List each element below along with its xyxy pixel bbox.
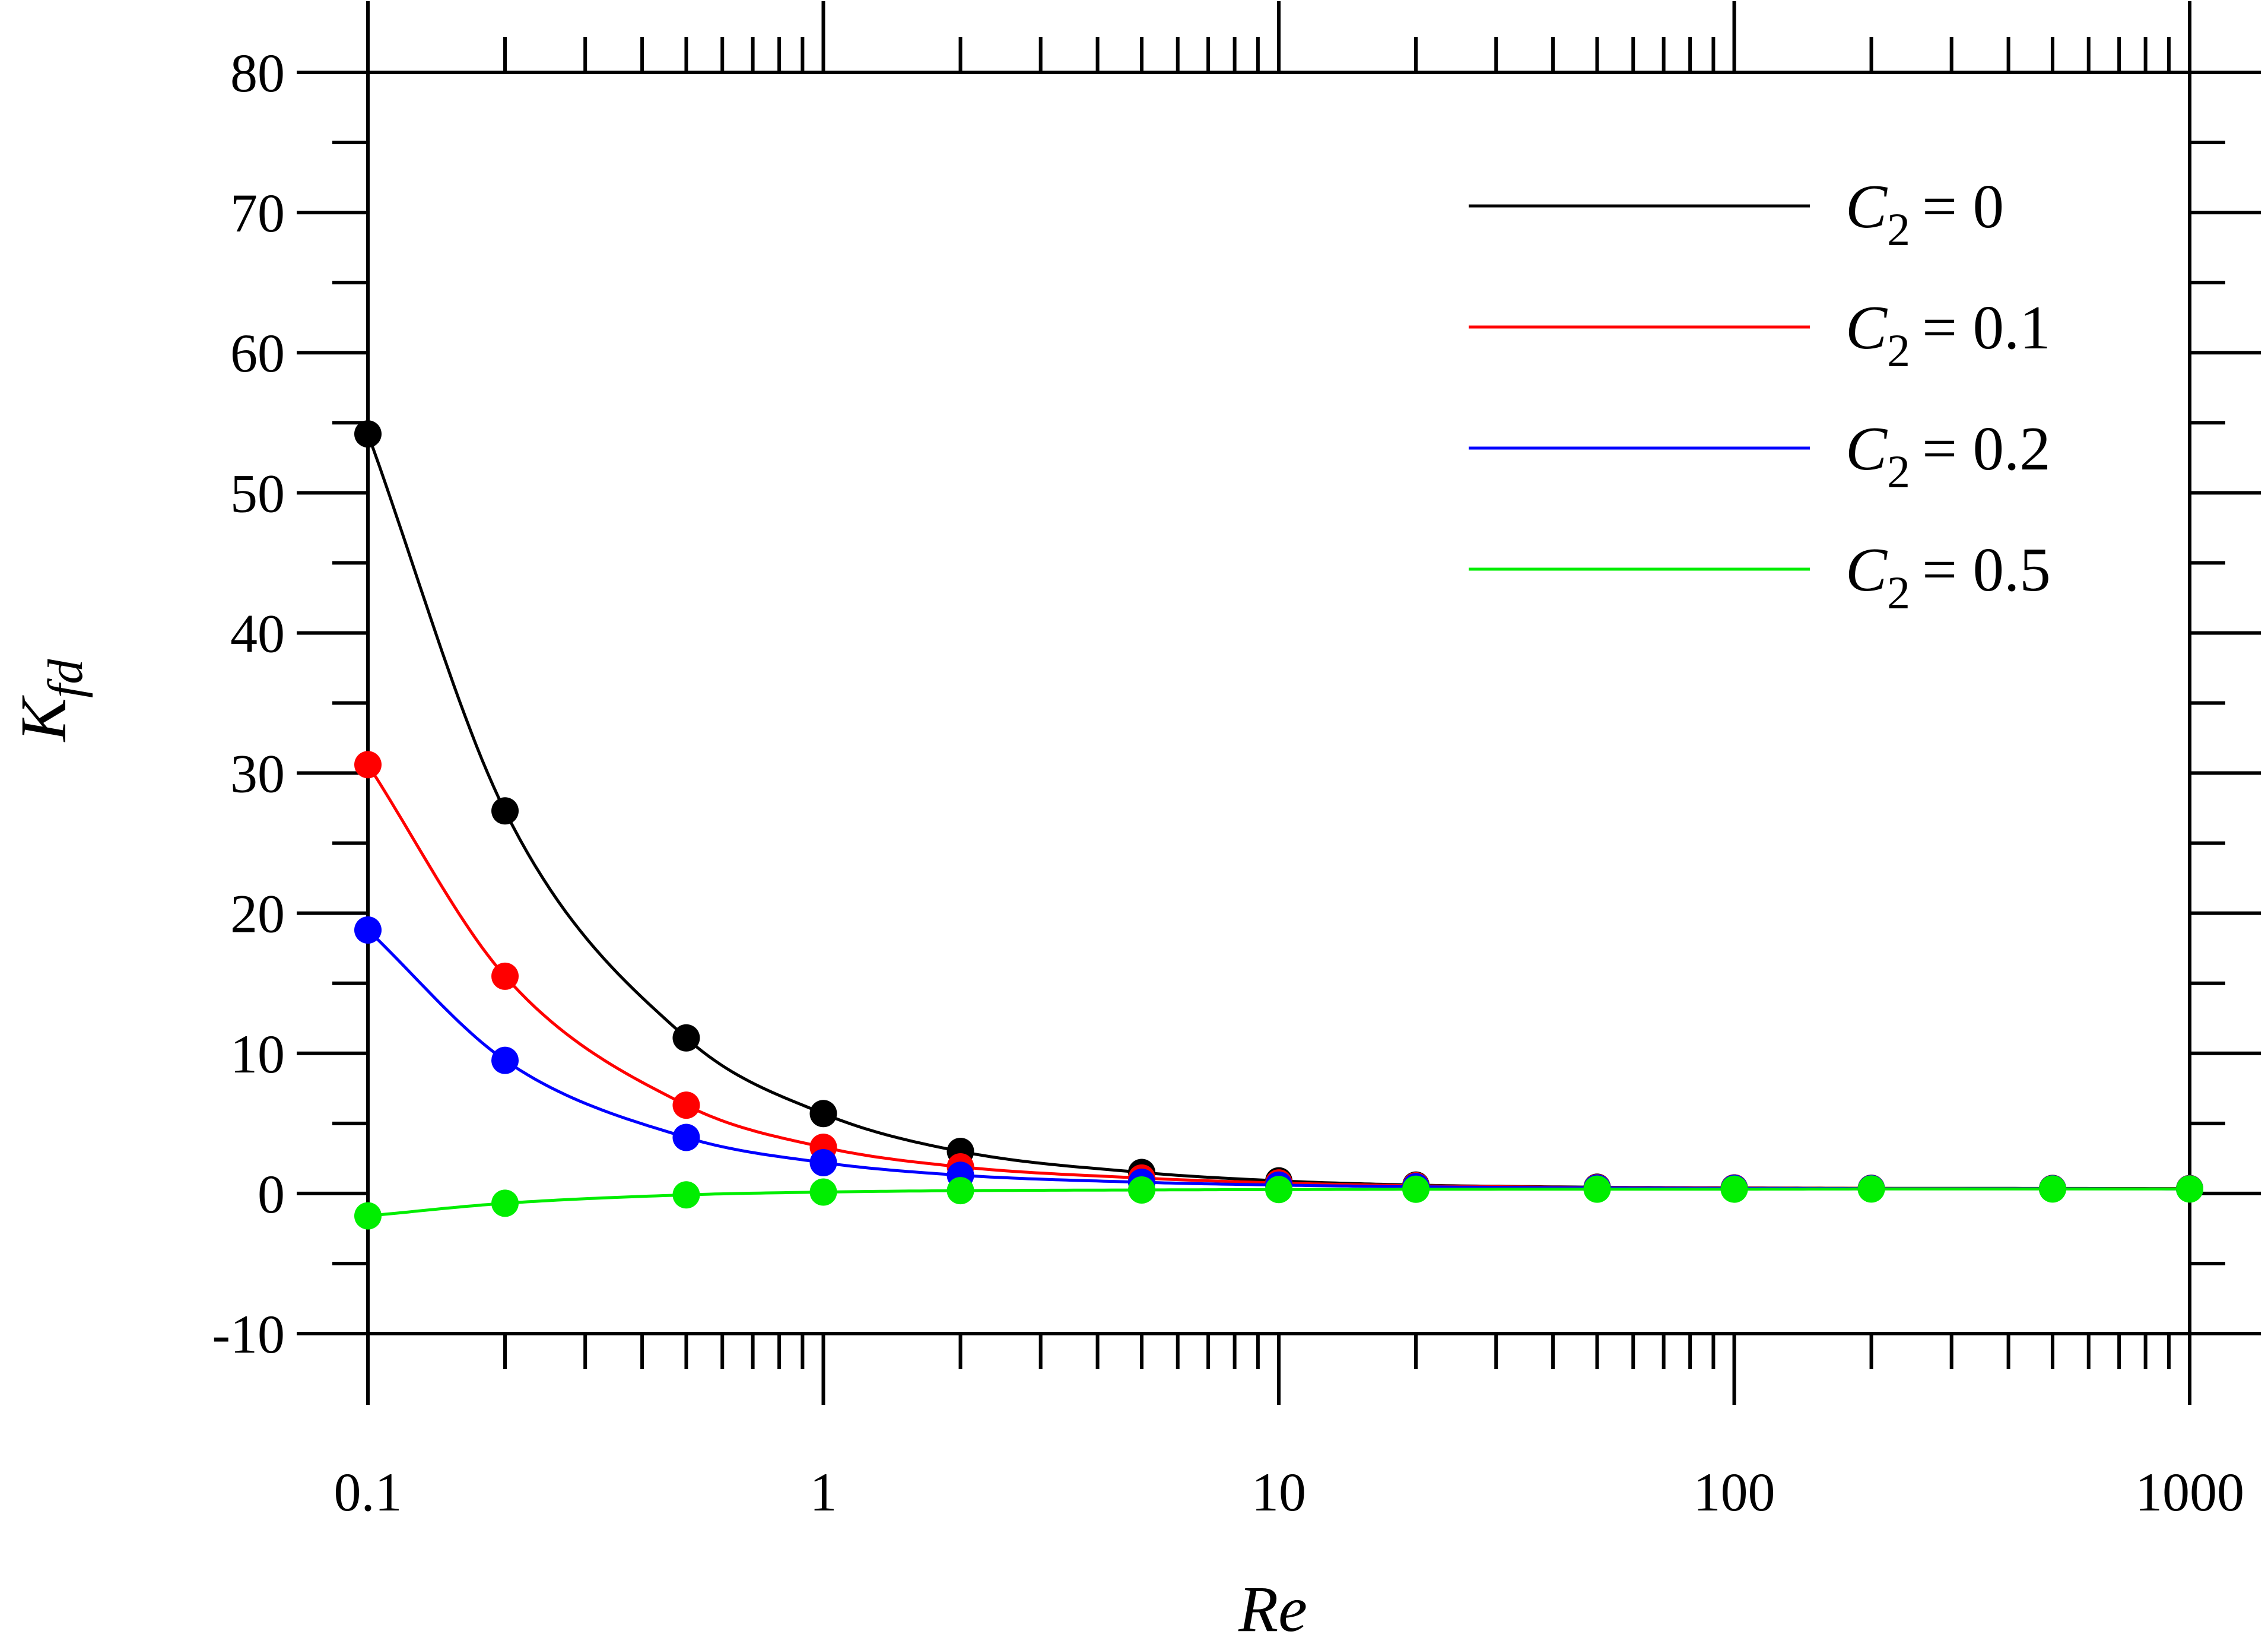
data-point-s3 <box>2038 1175 2066 1203</box>
y-axis-title: Kfd <box>7 659 93 743</box>
y-tick-label: -10 <box>212 1304 285 1364</box>
series-curves <box>366 433 2190 1218</box>
data-point-s3 <box>809 1178 837 1206</box>
x-tick-label: 100 <box>1694 1462 1775 1522</box>
y-tick-label: 70 <box>230 183 285 243</box>
y-tick-label: 10 <box>230 1024 285 1084</box>
legend-label-1: C2 = 0.1 <box>1845 293 2051 376</box>
legend-label-0: C2 = 0 <box>1845 172 2004 255</box>
data-point-s2 <box>809 1148 837 1176</box>
series-points <box>354 420 2203 1230</box>
y-tick-label: 50 <box>230 463 285 523</box>
legend-subscript: 2 <box>1887 446 1910 497</box>
data-point-s2 <box>491 1046 519 1074</box>
y-tick-label: 0 <box>258 1164 285 1224</box>
data-point-s3 <box>491 1189 519 1217</box>
data-point-s3 <box>946 1177 974 1205</box>
data-point-s1 <box>354 751 382 779</box>
y-tick-label: 80 <box>230 43 285 103</box>
data-point-s3 <box>1583 1175 1611 1203</box>
legend-label-3: C2 = 0.5 <box>1845 535 2051 618</box>
series-line-2 <box>367 929 2190 1191</box>
data-point-s3 <box>1265 1176 1292 1204</box>
y-tick-label: 40 <box>230 603 285 664</box>
data-point-s3 <box>354 1202 382 1230</box>
data-point-s0 <box>672 1024 700 1052</box>
legend-value: = 0 <box>1922 172 2004 241</box>
series-line-1 <box>366 764 2190 1191</box>
axes: -10 0 10 20 30 40 50 60 70 80 0.1 1 10 100 1000 <box>212 1 2261 1522</box>
y-tick-label: 20 <box>230 884 285 944</box>
data-point-s3 <box>1720 1175 1748 1203</box>
data-point-s3 <box>2176 1175 2203 1203</box>
data-point-s3 <box>1402 1175 1430 1203</box>
legend-symbol: C <box>1845 535 1888 604</box>
x-tick-label: 10 <box>1251 1462 1306 1522</box>
legend: C2 = 0C2 = 0.1C2 = 0.2C2 = 0.5 <box>1469 172 2051 618</box>
y-tick-label: 60 <box>230 323 285 383</box>
x-tick-label: 0.1 <box>334 1462 402 1522</box>
legend-symbol: C <box>1845 293 1888 362</box>
legend-value: = 0.5 <box>1922 535 2051 604</box>
plot-frame <box>366 71 2191 1335</box>
legend-subscript: 2 <box>1887 325 1910 376</box>
data-point-s3 <box>1127 1176 1155 1204</box>
data-point-s1 <box>672 1091 700 1119</box>
y-axis-title-subscript: fd <box>38 659 93 698</box>
legend-value: = 0.1 <box>1922 293 2051 362</box>
data-point-s1 <box>491 962 519 990</box>
legend-subscript: 2 <box>1887 567 1910 618</box>
y-tick-label: 30 <box>230 744 285 804</box>
data-point-s2 <box>672 1123 700 1151</box>
data-point-s2 <box>354 916 382 944</box>
legend-symbol: C <box>1845 172 1888 241</box>
data-point-s3 <box>1857 1175 1885 1203</box>
data-point-s0 <box>809 1100 837 1128</box>
legend-symbol: C <box>1845 414 1888 483</box>
series-line-0 <box>366 433 2190 1191</box>
data-point-s0 <box>491 797 519 825</box>
legend-label-2: C2 = 0.2 <box>1845 414 2051 497</box>
data-point-s0 <box>354 420 382 448</box>
x-tick-label: 1000 <box>2135 1462 2244 1522</box>
legend-value: = 0.2 <box>1922 414 2051 483</box>
x-axis-title: Re <box>1238 1573 1307 1644</box>
legend-subscript: 2 <box>1887 204 1910 255</box>
y-axis-title-main: K <box>7 694 80 742</box>
x-tick-label: 1 <box>810 1462 837 1522</box>
data-point-s3 <box>672 1181 700 1209</box>
